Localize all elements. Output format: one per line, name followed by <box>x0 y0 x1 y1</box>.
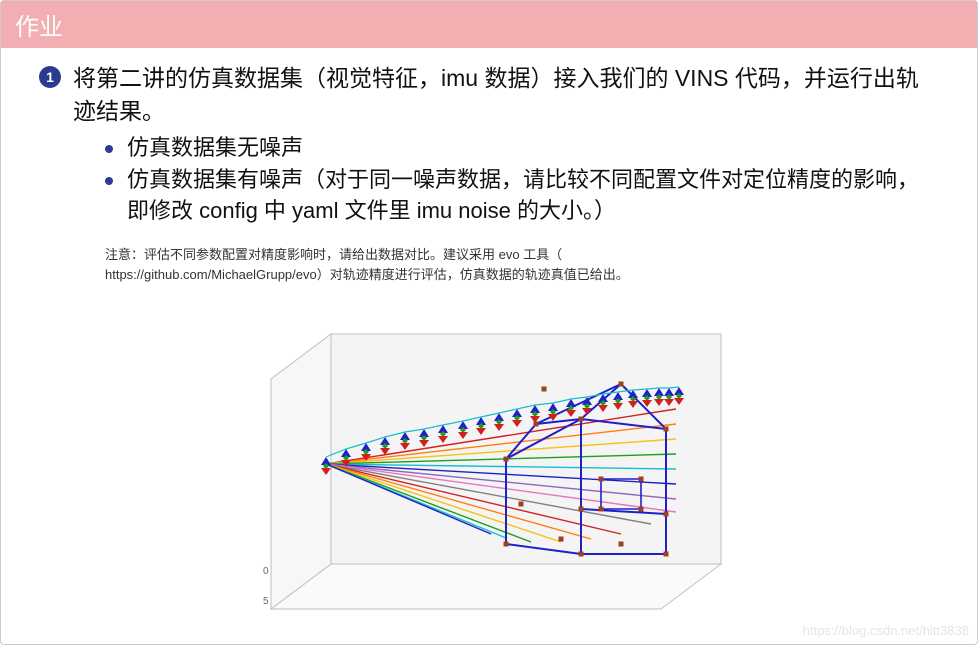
sub-item-1: 仿真数据集无噪声 <box>105 133 929 164</box>
item-number-badge: 1 <box>39 66 61 88</box>
slide-title: 作业 <box>15 14 63 41</box>
trajectory-3d-chart: 2015105005 <box>221 294 781 614</box>
slide-title-bar: 作业 <box>1 1 977 48</box>
note-line-1: 注意：评估不同参数配置对精度影响时，请给出数据对比。建议采用 evo 工具（ <box>105 247 562 262</box>
svg-text:0: 0 <box>263 566 269 577</box>
note-text: 注意：评估不同参数配置对精度影响时，请给出数据对比。建议采用 evo 工具（ h… <box>105 245 929 284</box>
sub-list: 仿真数据集无噪声 仿真数据集有噪声（对于同一噪声数据，请比较不同配置文件对定位精… <box>105 133 929 227</box>
watermark-text: https://blog.csdn.net/hltt3838 <box>803 623 969 638</box>
svg-text:5: 5 <box>263 596 269 607</box>
sub-item-2: 仿真数据集有噪声（对于同一噪声数据，请比较不同配置文件对定位精度的影响，即修改 … <box>105 165 929 227</box>
list-item-1: 1 将第二讲的仿真数据集（视觉特征，imu 数据）接入我们的 VINS 代码，并… <box>73 62 929 284</box>
note-line-2: https://github.com/MichaelGrupp/evo）对轨迹精… <box>105 267 629 282</box>
item-1-text: 将第二讲的仿真数据集（视觉特征，imu 数据）接入我们的 VINS 代码，并运行… <box>73 62 929 129</box>
chart-svg: 2015105005 <box>221 294 781 614</box>
slide-content: 1 将第二讲的仿真数据集（视觉特征，imu 数据）接入我们的 VINS 代码，并… <box>1 48 977 614</box>
